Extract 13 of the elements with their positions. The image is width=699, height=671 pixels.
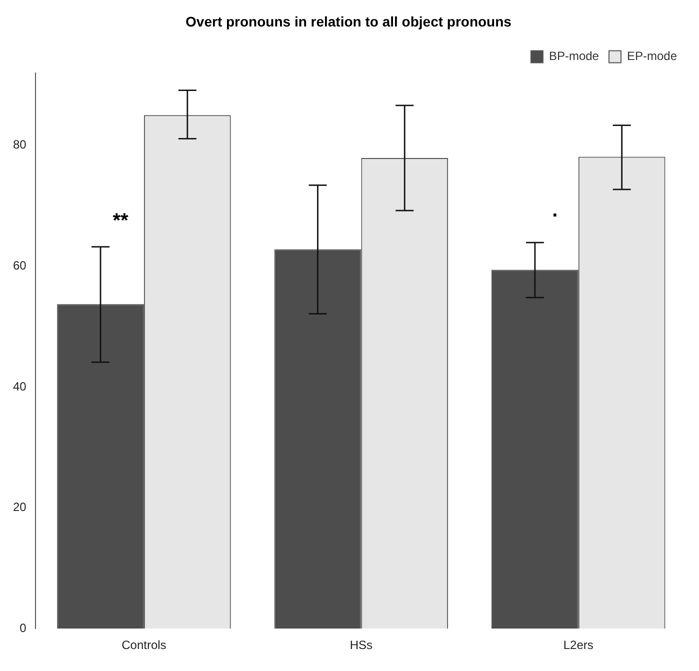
y-tick-label: 80	[12, 138, 27, 152]
y-tick-label: 60	[12, 258, 27, 272]
chart-title: Overt pronouns in relation to all object pronouns	[186, 13, 512, 30]
annotation: **	[112, 210, 129, 232]
annotation: .	[552, 200, 558, 222]
y-tick-label: 0	[20, 620, 27, 635]
x-tick-label: L2ers	[563, 638, 594, 652]
y-tick-label: 20	[12, 500, 27, 514]
x-tick-label: Controls	[122, 638, 166, 652]
legend-label: EP-mode	[626, 49, 678, 64]
y-tick-label: 40	[12, 379, 27, 394]
x-tick-label: HSs	[350, 638, 373, 652]
legend-label: BP-mode	[548, 49, 600, 64]
